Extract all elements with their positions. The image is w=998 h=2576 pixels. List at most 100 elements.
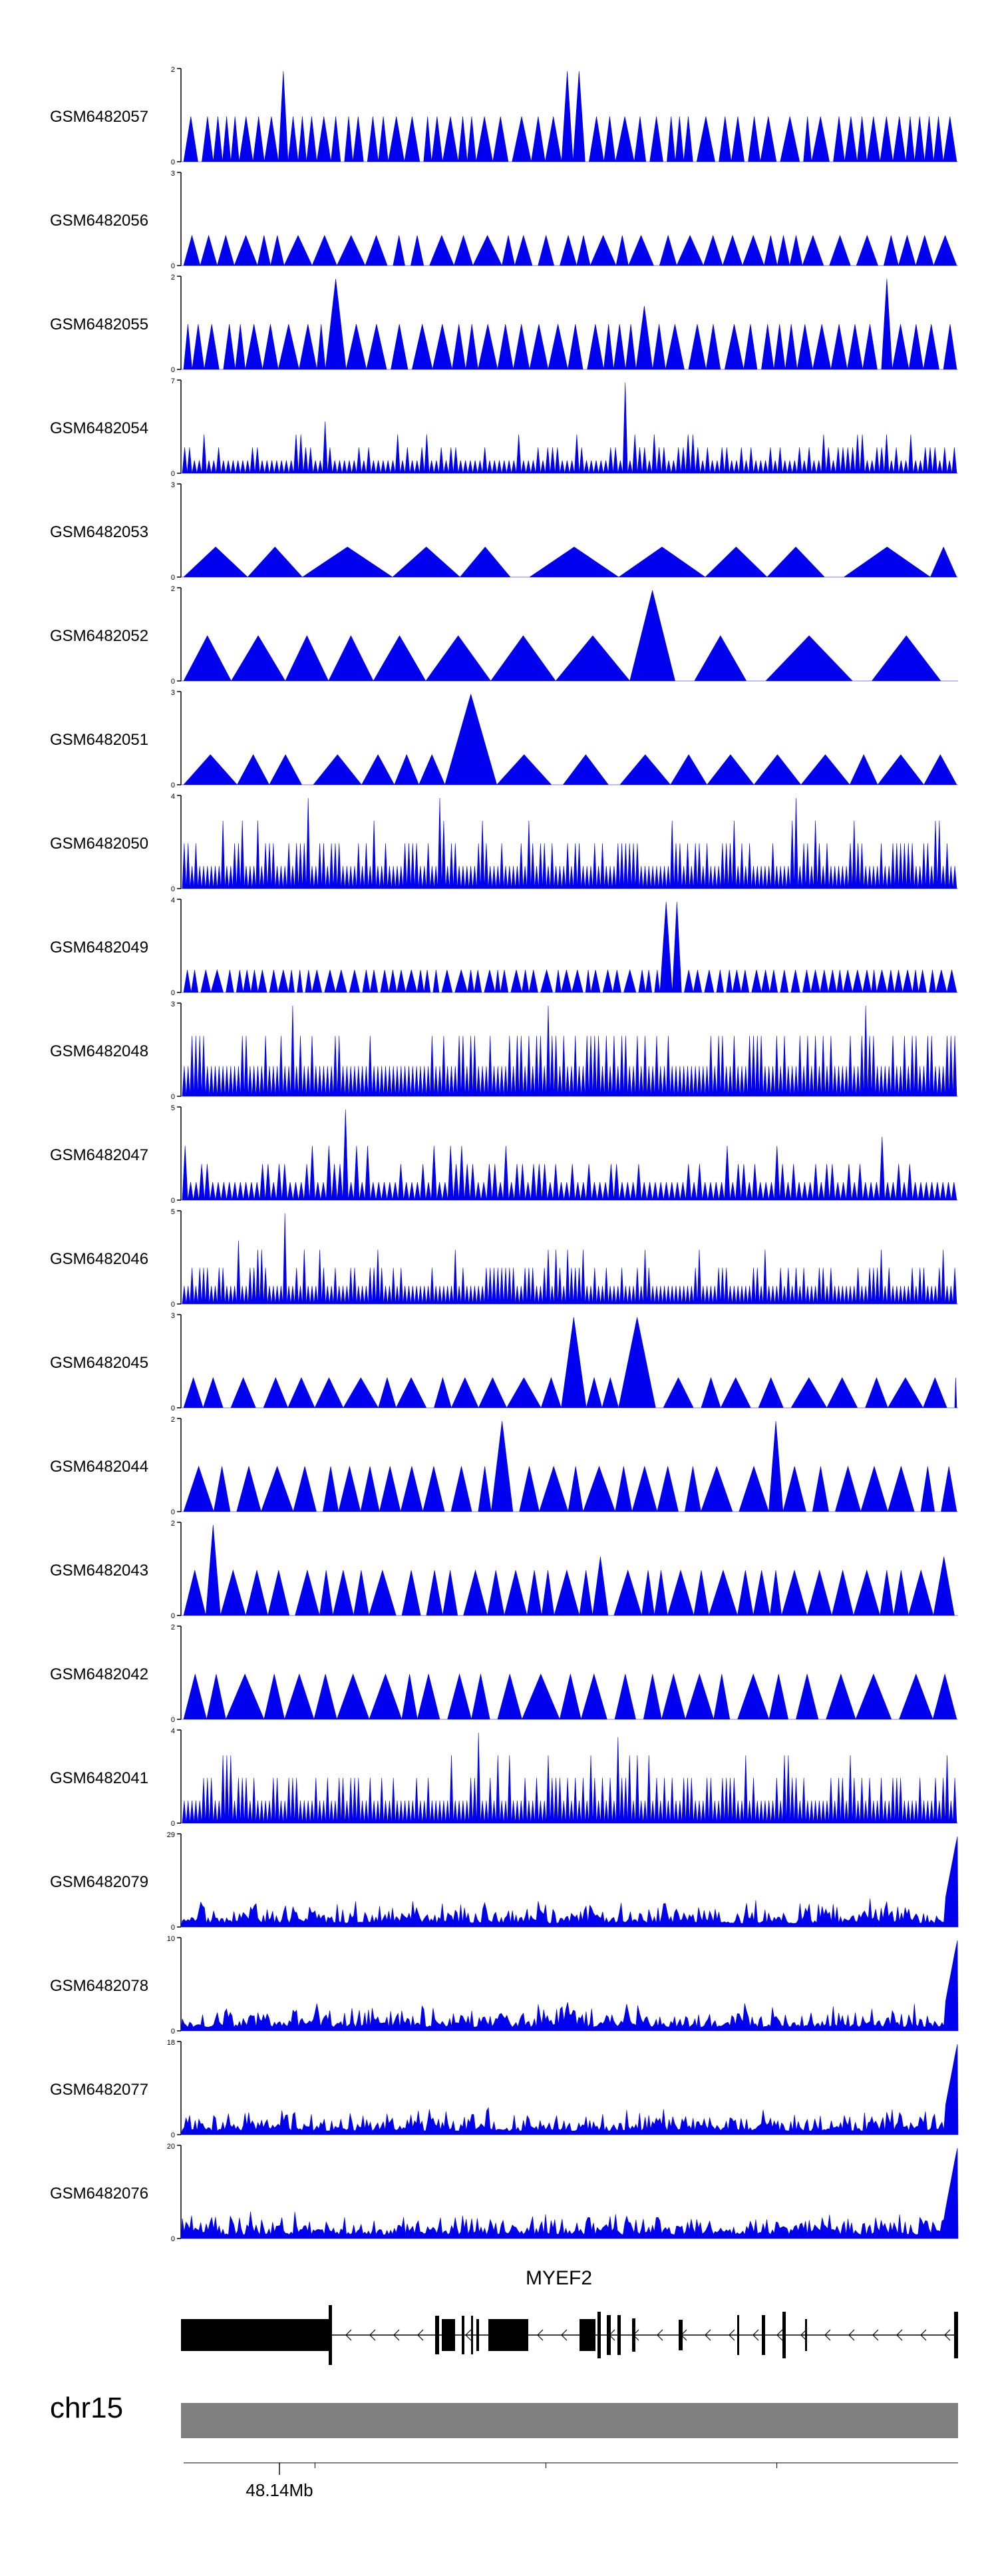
y-axis-min-label: 0	[171, 1301, 175, 1309]
exon	[181, 2319, 329, 2351]
signal-area	[181, 797, 958, 889]
strand-arrow-icon	[465, 2329, 472, 2341]
signal-area	[180, 2147, 959, 2239]
y-axis-max-label: 2	[171, 1623, 175, 1631]
track-GSM6482077: GSM6482077 18 0	[50, 2039, 959, 2139]
track-GSM6482055: GSM6482055 2 0	[50, 274, 958, 374]
y-axis-min-label: 0	[171, 678, 175, 686]
y-axis-min-label: 0	[171, 1093, 175, 1101]
chromosome-label: chr15	[50, 2392, 123, 2424]
y-axis-max-label: 3	[171, 1000, 175, 1008]
gene-name-label: MYEF2	[526, 2267, 592, 2289]
strand-arrow-icon	[729, 2329, 735, 2341]
y-axis-max-label: 4	[171, 793, 175, 801]
exon	[329, 2305, 332, 2365]
strand-arrow-icon	[561, 2329, 568, 2341]
signal-area	[181, 278, 958, 370]
y-axis-min-label: 0	[171, 158, 175, 166]
track-label: GSM6482057	[50, 108, 148, 126]
track-GSM6482051: GSM6482051 3 0	[50, 689, 958, 789]
y-axis-max-label: 3	[171, 1312, 175, 1320]
track-label: GSM6482043	[50, 1562, 148, 1580]
y-axis-max-label: 4	[171, 897, 175, 905]
exon	[782, 2312, 786, 2358]
strand-arrow-icon	[872, 2329, 879, 2341]
y-axis-max-label: 3	[171, 481, 175, 489]
track-GSM6482050: GSM6482050 4 0	[50, 793, 958, 893]
strand-arrow-icon	[369, 2329, 376, 2341]
track-label: GSM6482047	[50, 1146, 148, 1164]
track-GSM6482054: GSM6482054 7 0	[50, 377, 958, 478]
exon	[632, 2318, 635, 2352]
track-label: GSM6482051	[50, 731, 148, 749]
signal-area	[181, 1673, 958, 1721]
strand-arrow-icon	[345, 2329, 352, 2341]
y-axis-min-label: 0	[171, 2235, 175, 2243]
strand-arrow-icon	[824, 2329, 831, 2341]
exon	[580, 2319, 595, 2351]
y-axis-max-label: 20	[167, 2143, 175, 2151]
y-axis-max-label: 5	[171, 1104, 175, 1112]
track-GSM6482052: GSM6482052 2 0	[50, 585, 958, 686]
signal-area	[180, 2043, 959, 2135]
strand-arrow-icon	[848, 2329, 855, 2341]
signal-area	[181, 1005, 958, 1097]
strand-arrow-icon	[944, 2329, 951, 2341]
track-GSM6482078: GSM6482078 10 0	[50, 1935, 959, 2036]
y-axis-min-label: 0	[171, 574, 175, 582]
chromosome-ideogram	[181, 2403, 958, 2438]
track-GSM6482041: GSM6482041 4 0	[50, 1727, 958, 1828]
signal-area	[181, 1732, 958, 1824]
strand-arrow-icon	[393, 2329, 400, 2341]
y-axis-max-label: 2	[171, 585, 175, 593]
exon	[805, 2319, 807, 2351]
genome-axis: 48.14Mb48.15Mb48.16Mb48.17Mb	[184, 2462, 958, 2500]
y-axis-min-label: 0	[171, 885, 175, 893]
chromosome-track: chr15	[50, 2392, 958, 2438]
y-axis-min-label: 0	[171, 366, 175, 374]
y-axis-max-label: 2	[171, 66, 175, 74]
strand-arrow-icon	[705, 2329, 711, 2341]
track-GSM6482048: GSM6482048 3 0	[50, 1000, 958, 1101]
track-label: GSM6482045	[50, 1354, 148, 1372]
exon	[597, 2312, 601, 2358]
track-label: GSM6482053	[50, 523, 148, 541]
exon	[462, 2316, 464, 2354]
track-GSM6482043: GSM6482043 2 0	[50, 1520, 958, 1620]
track-label: GSM6482052	[50, 627, 148, 645]
track-GSM6482056: GSM6482056 3 0	[50, 170, 958, 270]
exon	[954, 2312, 958, 2358]
gene-model-track: MYEF2	[181, 2267, 958, 2365]
track-label: GSM6482076	[50, 2185, 148, 2203]
exon	[737, 2315, 739, 2355]
y-axis-min-label: 0	[171, 989, 175, 997]
y-axis-max-label: 10	[167, 1935, 175, 1943]
y-axis-min-label: 0	[171, 1924, 175, 1932]
strand-arrow-icon	[417, 2329, 424, 2341]
track-GSM6482045: GSM6482045 3 0	[50, 1312, 958, 1412]
signal-area	[181, 901, 958, 993]
track-label: GSM6482044	[50, 1458, 148, 1476]
track-GSM6482042: GSM6482042 2 0	[50, 1623, 958, 1724]
signal-area	[180, 1940, 959, 2032]
y-axis-max-label: 5	[171, 1208, 175, 1216]
y-axis-min-label: 0	[171, 2131, 175, 2139]
y-axis-max-label: 2	[171, 274, 175, 282]
signal-area	[181, 71, 958, 162]
signal-area	[181, 1524, 958, 1617]
track-label: GSM6482077	[50, 2081, 148, 2099]
strand-arrow-icon	[537, 2329, 544, 2341]
signal-area	[181, 1213, 958, 1305]
signal-area	[181, 1420, 958, 1513]
exon	[435, 2316, 439, 2354]
signal-area	[181, 590, 958, 682]
y-axis-min-label: 0	[171, 1197, 175, 1205]
data-tracks: GSM648205720GSM648205630GSM648205520GSM6…	[50, 66, 959, 2243]
signal-area	[181, 546, 958, 578]
track-GSM6482044: GSM6482044 2 0	[50, 1416, 958, 1516]
track-label: GSM6482056	[50, 212, 148, 230]
strand-arrow-icon	[657, 2329, 663, 2341]
track-GSM6482046: GSM6482046 5 0	[50, 1208, 958, 1309]
track-GSM6482079: GSM6482079 29 0	[50, 1831, 959, 1932]
